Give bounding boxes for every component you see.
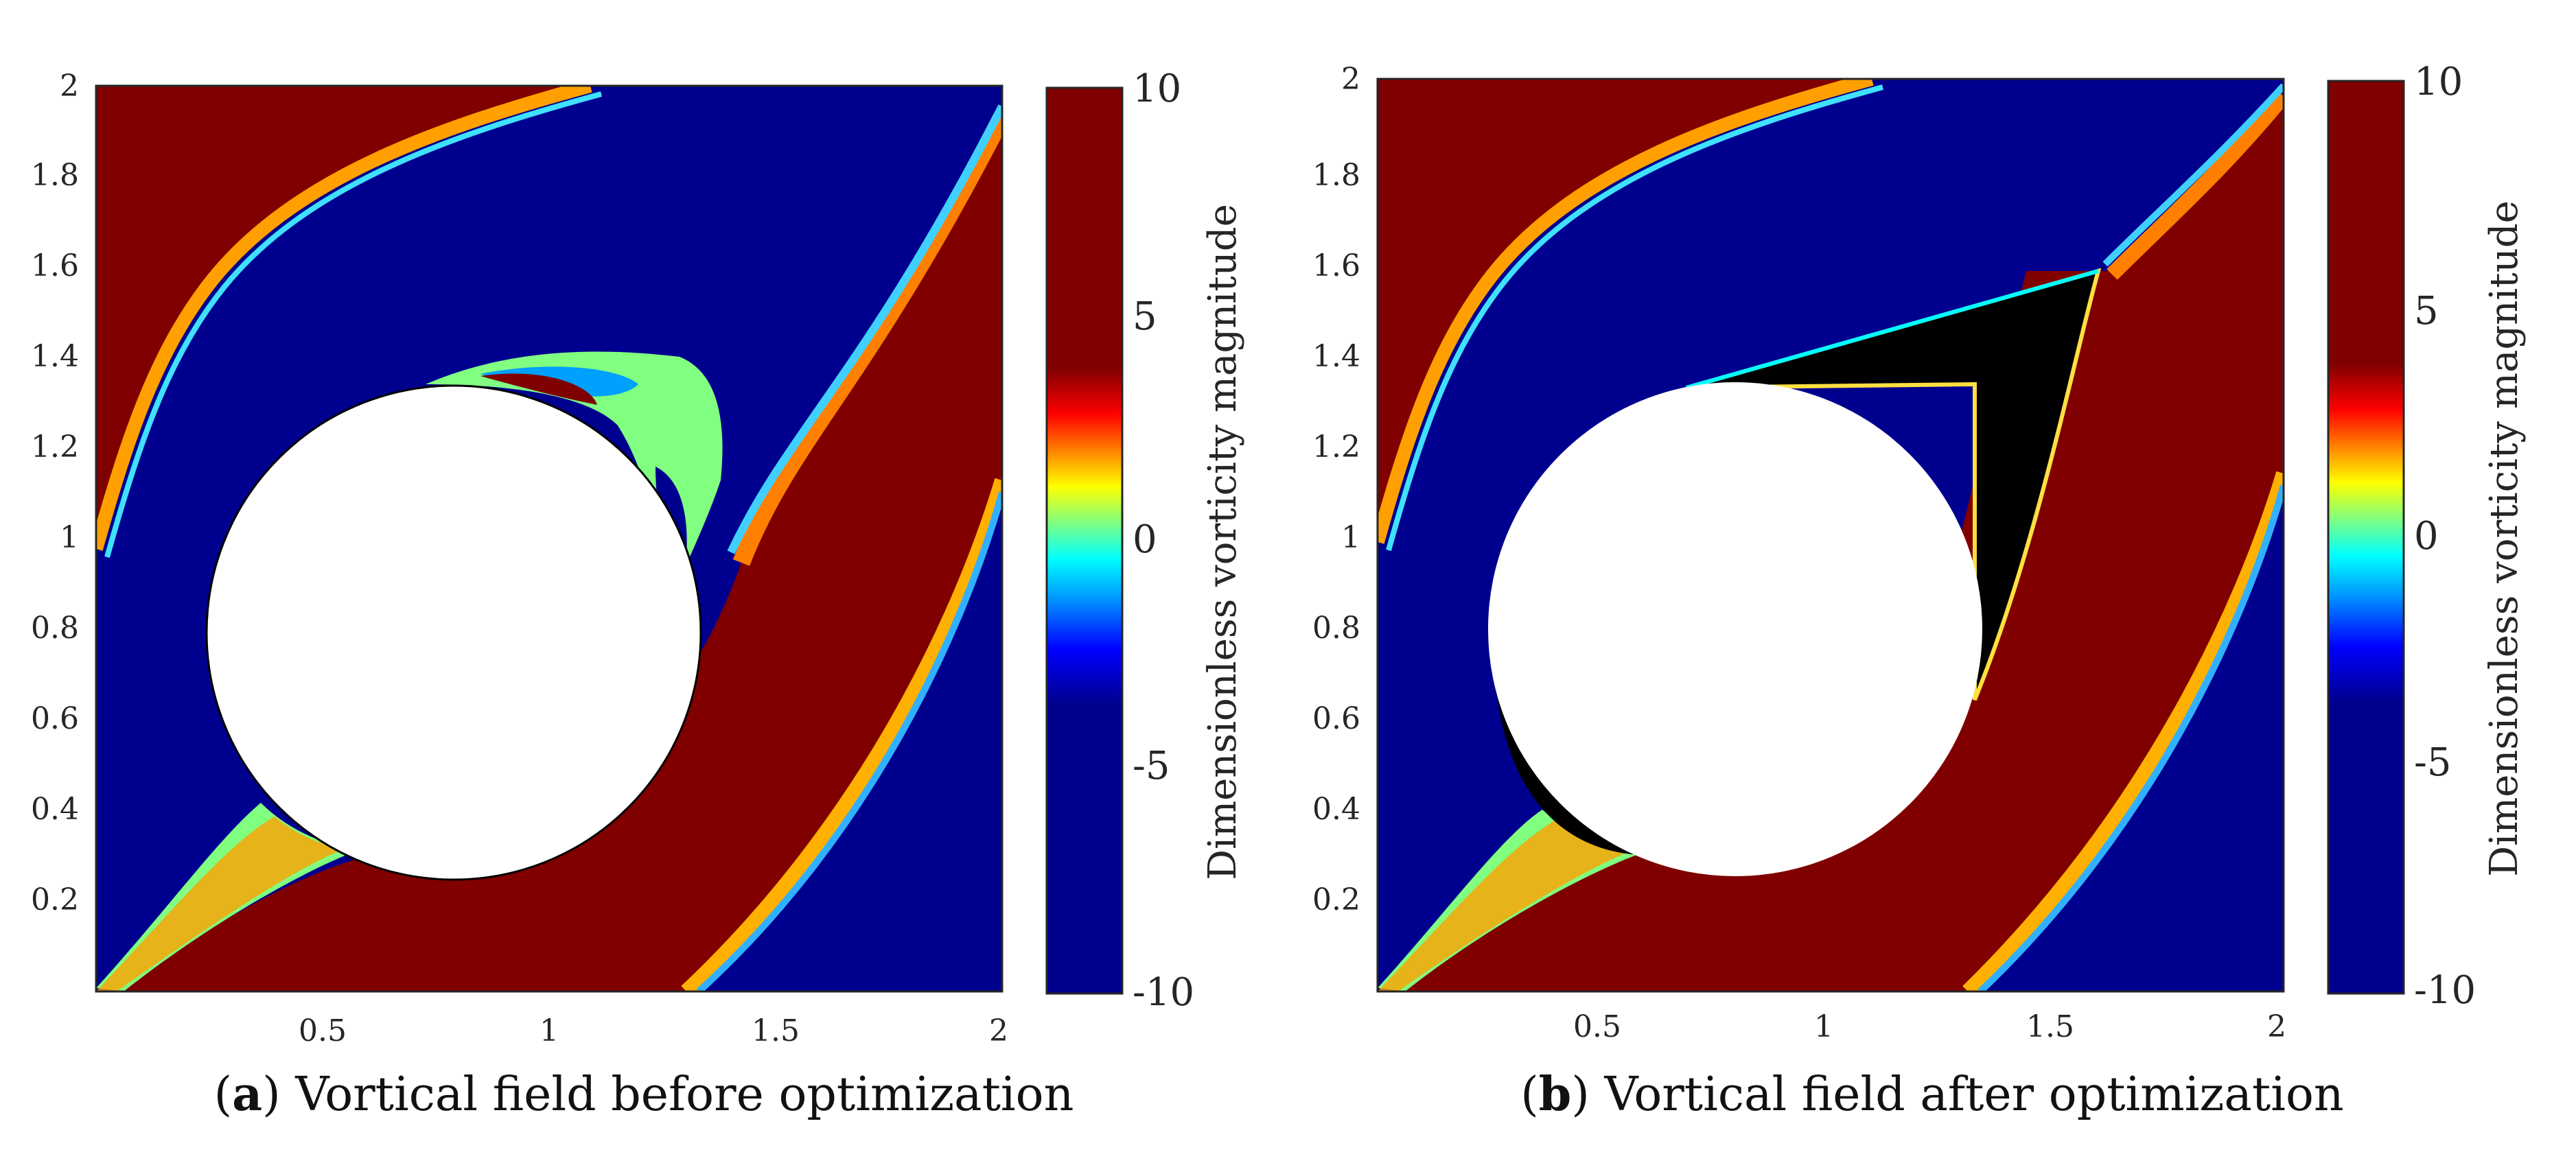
caption-a: (a) Vortical field before optimization [213,1067,1074,1122]
caption-text: Vortical field after optimization [1604,1068,2344,1122]
y-tick-label: 0.2 [1312,882,1360,917]
y-tick-label: 0.4 [1312,792,1360,827]
colorbar-tick-label: 0 [1133,517,1157,562]
x-tick-label: 2 [989,1013,1008,1048]
x-tick-label: 1 [1814,1009,1833,1044]
x-tick-label: 0.5 [1573,1009,1621,1044]
panel-label: a [232,1067,263,1122]
colorbar-tick-label: 0 [2414,514,2439,559]
colorbar-tick-label: -5 [1133,744,1170,788]
y-tick-label: 1.2 [31,430,79,465]
plot-frame [95,84,1003,993]
y-axis: 0.2 0.4 0.6 0.8 1 1.2 1.4 1.6 1.8 2 [31,69,79,917]
y-tick-label: 1.6 [31,248,79,283]
x-tick-label: 0.5 [299,1013,347,1048]
vorticity-field [1378,79,2284,991]
colorbar-label: Dimensionless vorticity magnitude [1200,204,1245,880]
colorbar-tick-label: -10 [1133,970,1194,1015]
y-tick-label: 2 [60,69,79,104]
panel-label: b [1538,1067,1572,1122]
y-tick-label: 0.8 [31,611,79,646]
plot-frame [1376,78,2285,993]
y-axis: 0.2 0.4 0.6 0.8 1 1.2 1.4 1.6 1.8 2 [1312,62,1360,917]
y-tick-label: 2 [1341,62,1360,97]
panel-b-figure: 0.2 0.4 0.6 0.8 1 1.2 1.4 1.6 1.8 2 0.5 … [1312,60,2527,1044]
y-tick-label: 1.6 [1312,248,1360,283]
vorticity-field [96,86,1002,991]
y-tick-label: 1 [1341,520,1360,555]
y-tick-label: 0.8 [1312,611,1360,646]
panel-a-figure: 0.2 0.4 0.6 0.8 1 1.2 1.4 1.6 1.8 2 0.5 … [31,67,1245,1048]
y-tick-label: 1.8 [1312,158,1360,193]
y-tick-label: 1.4 [1312,339,1360,374]
x-tick-label: 1.5 [2026,1009,2074,1044]
colorbar-label: Dimensionless vorticity magnitude [2482,200,2527,877]
colorbar-tick-label: 5 [1133,294,1157,339]
y-tick-label: 0.6 [1312,701,1360,736]
x-tick-label: 1.5 [752,1013,800,1048]
y-tick-label: 0.6 [31,701,79,736]
x-axis: 0.5 1 1.5 2 [299,1013,1008,1048]
panel-b: 0.2 0.4 0.6 0.8 1 1.2 1.4 1.6 1.8 2 0.5 … [1288,0,2576,1163]
x-axis: 0.5 1 1.5 2 [1573,1009,2286,1044]
colorbar [1045,86,1124,995]
colorbar-ticks: 10 5 0 -5 -10 [2414,60,2476,1013]
panel-a: 0.2 0.4 0.6 0.8 1 1.2 1.4 1.6 1.8 2 0.5 … [31,67,1245,1122]
colorbar-tick-label: 10 [2414,60,2463,104]
y-tick-label: 1.8 [31,158,79,193]
y-tick-label: 1.4 [31,339,79,374]
x-tick-label: 2 [2267,1009,2286,1044]
colorbar-tick-label: 10 [1133,67,1181,111]
x-tick-label: 1 [539,1013,559,1048]
colorbar [2327,80,2405,995]
y-tick-label: 0.4 [31,792,79,827]
colorbar-tick-label: -5 [2414,740,2452,785]
y-tick-label: 1 [60,520,79,555]
caption-text: Vortical field before optimization [295,1068,1074,1122]
y-tick-label: 0.2 [31,882,79,917]
colorbar-ticks: 10 5 0 -5 -10 [1133,67,1194,1015]
colorbar-tick-label: 5 [2414,289,2439,333]
colorbar-tick-label: -10 [2414,968,2476,1013]
y-tick-label: 1.2 [1312,430,1360,465]
caption-b: (b) Vortical field after optimization [1520,1067,2344,1122]
